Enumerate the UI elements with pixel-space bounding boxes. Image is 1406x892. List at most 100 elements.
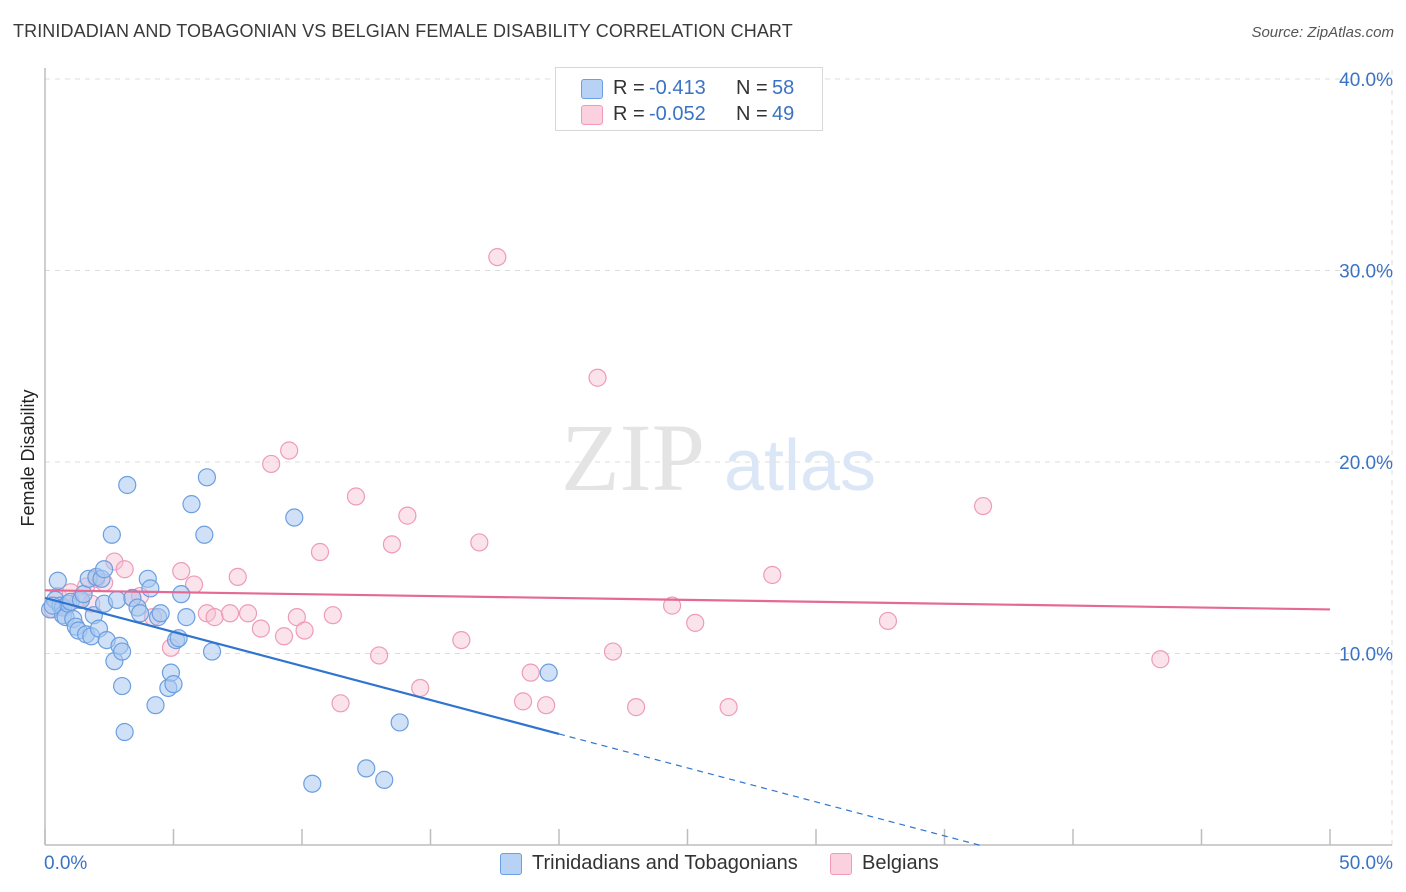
belgians-point	[452, 630, 471, 650]
belgians-point	[205, 608, 224, 627]
y-tick-label: 30.0%	[1339, 262, 1393, 283]
trinidadians-point	[375, 770, 394, 789]
trinidadians-point	[95, 560, 114, 579]
belgians-point	[310, 542, 330, 562]
belgians-point	[238, 604, 258, 623]
y-tick-label: 40.0%	[1339, 70, 1393, 91]
stats-legend: R = -0.413 N = 58 R = -0.052 N = 49	[555, 67, 823, 131]
blue-swatch	[581, 79, 603, 99]
source-label: Source: ZipAtlas.com	[1251, 24, 1394, 41]
belgians-point	[262, 454, 281, 474]
y-tick-label: 20.0%	[1339, 453, 1393, 474]
trinidadians-point	[151, 604, 170, 623]
y-tick-label: 10.0%	[1339, 645, 1393, 666]
belgians-point	[521, 663, 540, 682]
belgians-point	[878, 611, 898, 631]
legend-label: Belgians	[862, 852, 939, 874]
pink-swatch	[830, 853, 852, 875]
grid-lines	[45, 70, 1393, 845]
belgians-point	[488, 247, 507, 267]
trinidadians-point	[195, 525, 214, 544]
n-value: 58	[772, 77, 795, 99]
trinidadians-trend-line	[44, 596, 560, 735]
belgians-point	[228, 567, 247, 587]
axes	[44, 68, 1392, 846]
trinidadians-point	[390, 713, 409, 732]
watermark-zip: ZIP	[561, 404, 705, 511]
r-label: R =	[613, 103, 645, 125]
x-tick-label: 50.0%	[1339, 853, 1393, 874]
belgians-point	[331, 694, 350, 713]
belgians-point	[295, 621, 314, 640]
trinidadians-point	[164, 675, 183, 694]
trinidadians-point	[285, 508, 304, 527]
n-label: N =	[736, 77, 768, 99]
trinidadians-point	[172, 585, 191, 604]
belgians-point	[763, 565, 782, 585]
belgians-point	[370, 646, 389, 665]
trinidadians-point	[357, 759, 376, 778]
blue-swatch	[500, 853, 522, 875]
trinidadians-point	[130, 604, 150, 623]
belgians-point	[280, 441, 299, 460]
belgians-point	[603, 642, 623, 661]
belgians-point	[588, 368, 607, 387]
belgians-point	[411, 678, 430, 698]
y-axis-label: Female Disability	[18, 389, 38, 526]
belgians-point	[470, 533, 489, 552]
belgians-point	[274, 627, 294, 646]
legend-label: Trinidadians and Tobagonians	[532, 852, 798, 874]
trinidadians-point	[303, 774, 322, 793]
belgians-point	[382, 535, 402, 554]
trinidadians-point	[177, 608, 196, 627]
belgians-point	[626, 698, 646, 717]
trinidadians-point	[118, 475, 137, 495]
belgians-point	[398, 506, 417, 525]
trinidadians-point	[182, 495, 201, 514]
trend-lines	[44, 589, 1331, 847]
y-tick-labels: 10.0% 20.0% 30.0% 40.0%	[1339, 70, 1393, 666]
pink-swatch	[581, 105, 603, 125]
legend-row-belgians: R = -0.052 N = 49	[556, 101, 822, 129]
belgians-trend-line	[44, 589, 1331, 611]
watermark: ZIP atlas	[561, 404, 876, 511]
trinidadians-point	[539, 663, 558, 682]
belgians-point	[686, 613, 705, 632]
belgians-point	[220, 604, 240, 623]
x-tick-labels: 0.0% 50.0%	[44, 853, 1393, 874]
trinidadians-point	[202, 642, 222, 661]
belgians-point	[537, 696, 556, 715]
belgians-point	[973, 496, 993, 516]
trinidadians-point	[197, 468, 217, 487]
belgians-point	[115, 560, 134, 579]
n-value: 49	[772, 103, 795, 125]
r-value: -0.413	[649, 77, 706, 99]
trinidadians-point	[102, 525, 121, 544]
belgians-point	[172, 562, 191, 581]
trinidadians-point	[146, 696, 165, 715]
trinidadians-point	[107, 590, 127, 609]
belgians-point	[287, 608, 306, 627]
trinidadians-points	[41, 468, 558, 793]
belgians-point	[1151, 650, 1170, 669]
trinidadians-point	[112, 642, 132, 661]
trinidadians-point	[141, 579, 160, 598]
belgians-point	[346, 487, 366, 506]
trinidadians-point	[115, 722, 134, 742]
belgians-point	[251, 619, 270, 638]
trinidadians-point	[112, 676, 132, 696]
trinidadians-point	[48, 571, 67, 590]
x-tick-label: 0.0%	[44, 853, 87, 874]
watermark-atlas: atlas	[724, 426, 876, 506]
legend-row-trinidadians: R = -0.413 N = 58	[556, 75, 822, 103]
n-label: N =	[736, 103, 768, 125]
belgians-point	[719, 698, 738, 717]
belgians-point	[513, 692, 533, 711]
r-label: R =	[613, 77, 645, 99]
chart-title: TRINIDADIAN AND TOBAGONIAN VS BELGIAN FE…	[13, 21, 793, 41]
belgians-point	[662, 596, 682, 615]
r-value: -0.052	[649, 103, 706, 125]
belgians-point	[323, 606, 342, 625]
trinidadians-point	[74, 585, 93, 604]
